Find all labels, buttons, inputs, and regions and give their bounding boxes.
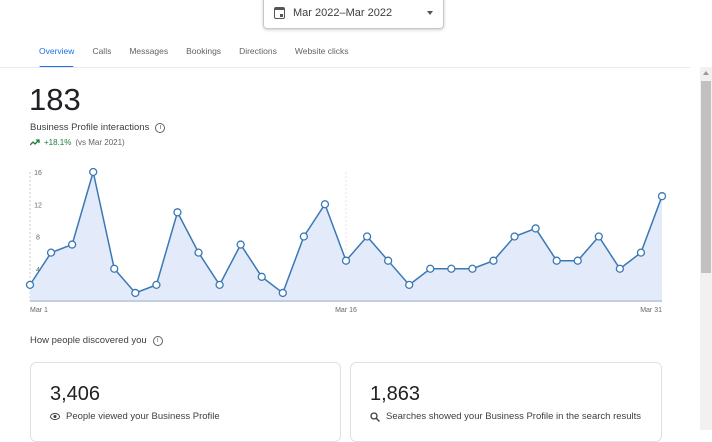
data-point bbox=[531, 224, 540, 233]
card-label: Searches showed your Business Profile in… bbox=[386, 411, 642, 422]
discovery-title: How people discovered you bbox=[30, 335, 147, 346]
interactions-total: 183 bbox=[29, 82, 81, 117]
data-point bbox=[405, 280, 414, 290]
card-value: 3,406 bbox=[50, 383, 101, 405]
calendar-icon bbox=[274, 6, 285, 19]
area-fill bbox=[30, 172, 662, 301]
date-range-picker[interactable]: Mar 2022–Mar 2022 bbox=[263, 0, 444, 29]
search-icon bbox=[370, 411, 380, 422]
date-range-label: Mar 2022–Mar 2022 bbox=[293, 6, 393, 19]
scroll-up-icon[interactable] bbox=[703, 71, 709, 75]
data-point bbox=[320, 200, 330, 209]
info-icon[interactable]: i bbox=[155, 122, 166, 133]
tab-bookings[interactable]: Bookings bbox=[186, 46, 222, 56]
y-tick-label: 4 bbox=[36, 267, 40, 274]
interactions-label-row: Business Profile interactions i bbox=[30, 122, 166, 133]
x-tick-label: Mar 16 bbox=[335, 307, 357, 314]
data-point bbox=[510, 232, 519, 241]
y-tick-label: 16 bbox=[34, 170, 42, 177]
eye-icon bbox=[50, 413, 60, 420]
data-point bbox=[594, 232, 603, 241]
compare-period: (vs Mar 2021) bbox=[75, 138, 125, 147]
data-point bbox=[257, 272, 266, 281]
data-point bbox=[173, 208, 182, 217]
data-point bbox=[89, 167, 98, 177]
y-tick-label: 12 bbox=[34, 202, 42, 209]
data-point bbox=[447, 264, 456, 273]
scrollbar-thumb[interactable] bbox=[701, 81, 711, 273]
tab-website-clicks[interactable]: Website clicks bbox=[294, 46, 349, 56]
data-point bbox=[67, 240, 77, 249]
tab-messages[interactable]: Messages bbox=[129, 46, 169, 56]
data-point bbox=[657, 192, 667, 201]
info-icon[interactable]: i bbox=[152, 335, 163, 346]
card-label: People viewed your Business Profile bbox=[66, 411, 220, 422]
discovery-heading: How people discovered you i bbox=[30, 335, 163, 346]
data-point bbox=[489, 256, 498, 265]
divider bbox=[0, 67, 690, 68]
search-appearances-card: 1,863 Searches showed your Business Prof… bbox=[350, 362, 662, 442]
data-point bbox=[110, 264, 119, 273]
x-tick-label: Mar 1 bbox=[30, 307, 48, 314]
data-point bbox=[194, 248, 203, 257]
data-point bbox=[636, 248, 646, 257]
tab-bar: Overview Calls Messages Bookings Directi… bbox=[30, 41, 358, 68]
data-point bbox=[278, 288, 287, 298]
data-point bbox=[615, 264, 625, 273]
data-point bbox=[573, 256, 582, 265]
data-point bbox=[152, 280, 161, 290]
interactions-label: Business Profile interactions bbox=[30, 122, 150, 133]
data-point bbox=[341, 256, 351, 265]
data-point bbox=[25, 280, 35, 290]
tab-overview[interactable]: Overview bbox=[30, 41, 83, 68]
data-point bbox=[46, 248, 56, 257]
tab-calls[interactable]: Calls bbox=[92, 46, 112, 56]
y-tick-label: 8 bbox=[36, 235, 40, 242]
tab-directions[interactable]: Directions bbox=[239, 46, 277, 56]
data-point bbox=[468, 264, 477, 273]
dropdown-caret-icon bbox=[427, 10, 433, 15]
data-point bbox=[215, 280, 224, 290]
trend-row: +18.1% (vs Mar 2021) bbox=[30, 138, 125, 147]
data-point bbox=[552, 256, 561, 265]
data-point bbox=[426, 264, 435, 273]
data-point bbox=[362, 232, 372, 241]
data-point bbox=[299, 232, 309, 241]
data-point bbox=[236, 240, 245, 249]
x-tick-label: Mar 31 bbox=[640, 307, 662, 314]
trending-up-icon bbox=[30, 139, 40, 146]
change-percent: +18.1% bbox=[44, 138, 72, 147]
card-value: 1,863 bbox=[370, 383, 421, 405]
data-point bbox=[131, 288, 140, 298]
interactions-chart: 4 8 12 16 Mar 1 Mar 16 Mar 31 bbox=[25, 167, 667, 314]
scrollbar[interactable] bbox=[700, 67, 712, 430]
data-point bbox=[383, 256, 393, 265]
profile-views-card: 3,406 People viewed your Business Profil… bbox=[30, 362, 341, 442]
